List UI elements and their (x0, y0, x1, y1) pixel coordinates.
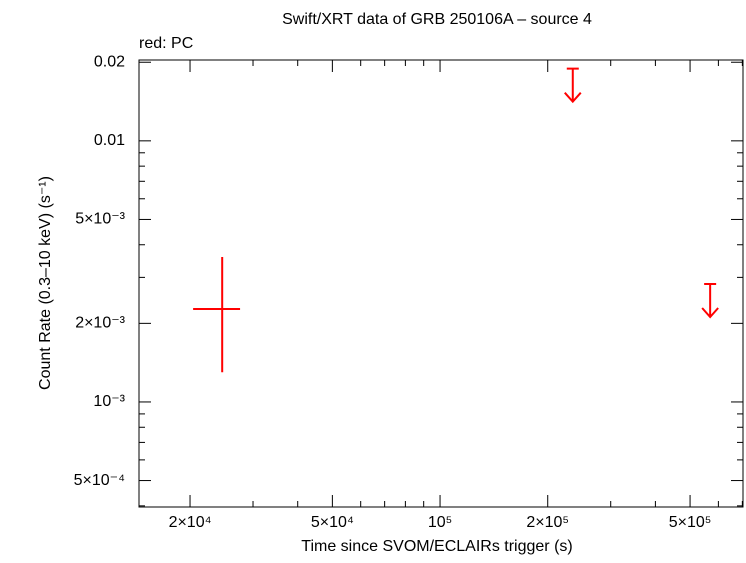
y-tick-label: 2×10⁻³ (75, 315, 125, 332)
x-tick-label: 5×10⁵ (669, 514, 712, 531)
x-tick-label: 2×10⁴ (169, 514, 212, 531)
x-tick-label: 2×10⁵ (526, 514, 569, 531)
upper-limit (701, 282, 719, 319)
y-tick-label: 0.02 (94, 53, 125, 70)
x-tick-label: 5×10⁴ (311, 514, 354, 531)
plot-frame (138, 59, 744, 508)
chart-title: Swift/XRT data of GRB 250106A – source 4 (282, 11, 592, 28)
y-tick-label: 10⁻³ (93, 393, 125, 410)
upper-limit (564, 67, 582, 104)
annotation: red: PC (139, 35, 193, 52)
x-axis-label: Time since SVOM/ECLAIRs trigger (s) (301, 538, 572, 555)
x-tick-label: 10⁵ (428, 514, 452, 531)
y-tick-label: 5×10⁻³ (75, 211, 125, 228)
y-tick-label: 0.01 (94, 132, 125, 149)
y-tick-label: 5×10⁻⁴ (74, 472, 125, 489)
y-axis-label: Count Rate (0.3–10 keV) (s⁻¹) (37, 176, 54, 390)
